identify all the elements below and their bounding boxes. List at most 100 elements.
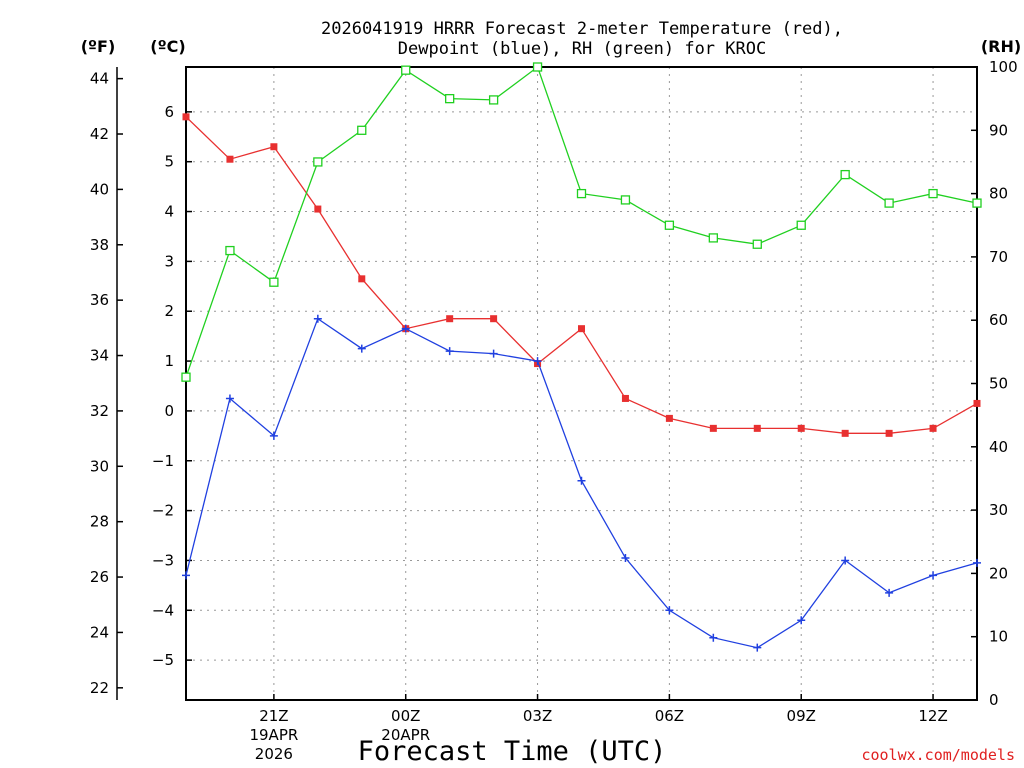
rh-point xyxy=(576,188,587,199)
temperature-point xyxy=(841,429,849,437)
temperature-point xyxy=(621,394,629,402)
dewpoint-point xyxy=(709,633,718,642)
dewpoint-point xyxy=(225,394,234,403)
celsius-tick-label: −3 xyxy=(152,551,174,569)
x-tick-label: 00Z xyxy=(391,707,420,725)
celsius-tick-label: −5 xyxy=(152,651,174,669)
dewpoint-point xyxy=(401,324,410,333)
rh-point xyxy=(840,169,850,180)
rh-tick-label: 90 xyxy=(989,121,1008,139)
celsius-unit-label: (ºC) xyxy=(150,37,185,56)
rh-tick-label: 100 xyxy=(989,58,1018,76)
temperature-point xyxy=(314,205,322,213)
rh-tick-label: 60 xyxy=(989,311,1008,329)
rh-point xyxy=(928,188,938,199)
dewpoint-point xyxy=(973,558,981,567)
celsius-tick-label: 6 xyxy=(164,103,174,121)
rh-series xyxy=(181,62,982,382)
rh-point xyxy=(313,157,323,167)
dewpoint-point xyxy=(797,616,806,625)
fahrenheit-tick-label: 42 xyxy=(90,125,109,143)
temperature-line xyxy=(185,116,978,434)
dewpoint-point xyxy=(357,344,366,353)
fahrenheit-tick-label: 34 xyxy=(90,347,109,365)
temperature-point xyxy=(270,143,278,151)
rh-point xyxy=(620,195,631,205)
celsius-tick-label: 5 xyxy=(164,153,174,171)
rh-tick-label: 0 xyxy=(989,691,999,709)
dewpoint-point xyxy=(621,553,630,562)
temperature-point xyxy=(665,414,673,422)
x-tick-label: 09Z xyxy=(787,707,816,725)
temperature-point xyxy=(490,315,498,323)
dewpoint-point xyxy=(269,431,278,440)
fahrenheit-tick-label: 40 xyxy=(90,180,109,198)
rh-tick-label: 80 xyxy=(989,185,1008,203)
fahrenheit-tick-label: 26 xyxy=(90,568,109,586)
axes: 4442403836343230282624226543210−1−2−3−4−… xyxy=(90,58,1018,763)
x-tick-date: 19APR xyxy=(249,726,298,744)
fahrenheit-tick-label: 30 xyxy=(90,457,109,475)
temperature-point xyxy=(446,315,454,323)
fahrenheit-tick-label: 28 xyxy=(90,513,109,531)
rh-point xyxy=(972,198,982,208)
temperature-point xyxy=(358,275,366,283)
fahrenheit-tick-label: 38 xyxy=(90,236,109,254)
rh-tick-label: 70 xyxy=(989,248,1008,266)
rh-point xyxy=(181,372,191,382)
temperature-point xyxy=(182,113,190,121)
temperature-point xyxy=(797,424,805,432)
rh-tick-label: 50 xyxy=(989,375,1008,393)
dewpoint-point xyxy=(885,588,894,597)
dewpoint-point xyxy=(753,643,762,652)
fahrenheit-tick-label: 44 xyxy=(90,70,109,88)
rh-point xyxy=(225,245,235,256)
temperature-point xyxy=(885,429,893,437)
rh-tick-label: 10 xyxy=(989,628,1008,646)
rh-point xyxy=(664,220,675,230)
temperature-point xyxy=(753,424,761,432)
rh-point xyxy=(752,239,762,249)
dewpoint-point xyxy=(841,556,850,565)
dewpoint-point xyxy=(665,606,674,615)
temperature-point xyxy=(709,424,717,432)
rh-point xyxy=(357,125,367,135)
fahrenheit-unit-label: (ºF) xyxy=(81,37,116,56)
data-series xyxy=(181,62,982,652)
rh-unit-label: (RH) xyxy=(981,37,1021,56)
rh-point xyxy=(884,198,894,208)
fahrenheit-tick-label: 22 xyxy=(90,679,109,697)
rh-point xyxy=(708,233,718,243)
temperature-point xyxy=(578,325,585,333)
rh-tick-label: 40 xyxy=(989,438,1008,456)
rh-point xyxy=(796,220,806,230)
celsius-tick-label: 1 xyxy=(164,352,174,370)
dewpoint-point xyxy=(182,571,190,580)
celsius-tick-label: 3 xyxy=(164,252,174,270)
x-tick-date: 20APR xyxy=(381,726,430,744)
celsius-tick-label: 0 xyxy=(164,402,174,420)
x-tick-label: 12Z xyxy=(918,707,947,725)
fahrenheit-tick-label: 36 xyxy=(90,291,109,309)
celsius-tick-label: −2 xyxy=(152,502,174,520)
credit-label: coolwx.com/models xyxy=(861,746,1015,764)
temperature-series xyxy=(182,113,981,437)
x-tick-label: 21Z xyxy=(259,707,288,725)
dewpoint-point xyxy=(313,314,322,323)
celsius-tick-label: 2 xyxy=(164,302,174,320)
rh-tick-label: 30 xyxy=(989,501,1008,519)
chart-title-line1: 2026041919 HRRR Forecast 2-meter Tempera… xyxy=(321,19,843,39)
fahrenheit-tick-label: 24 xyxy=(90,623,109,641)
x-tick-label: 03Z xyxy=(523,707,552,725)
celsius-tick-label: 4 xyxy=(164,203,174,221)
chart-title-line2: Dewpoint (blue), RH (green) for KROC xyxy=(398,39,766,59)
x-tick-label: 06Z xyxy=(655,707,684,725)
celsius-tick-label: −1 xyxy=(152,452,174,470)
dewpoint-series xyxy=(182,314,981,652)
temperature-point xyxy=(226,155,234,163)
dewpoint-point xyxy=(929,571,938,580)
rh-point xyxy=(269,277,279,287)
dewpoint-point xyxy=(489,349,498,358)
rh-point xyxy=(445,94,455,104)
